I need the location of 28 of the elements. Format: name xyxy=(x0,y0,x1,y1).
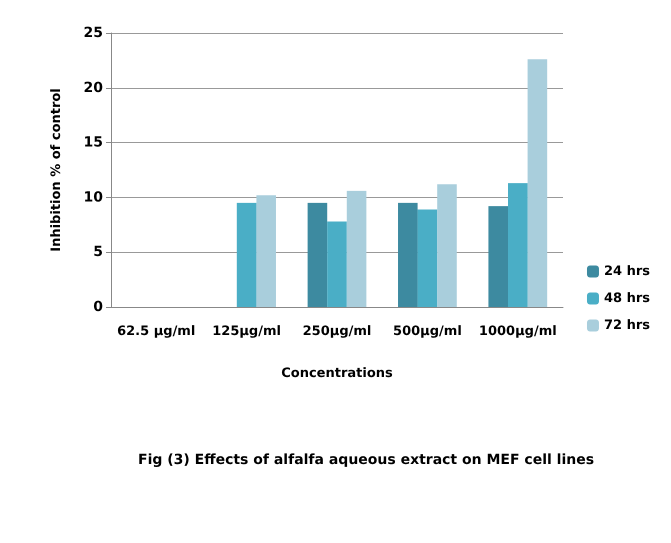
bar xyxy=(398,202,418,307)
y-tick-label: 15 xyxy=(84,134,103,151)
bar xyxy=(418,209,438,307)
x-tick-label: 62.5 µg/ml xyxy=(117,324,196,339)
bar xyxy=(346,190,366,307)
bar xyxy=(236,202,256,307)
bar xyxy=(327,222,347,307)
text: Fig (3) Effects of alfalfa aqueous extract on MEF cell lines xyxy=(138,452,594,468)
y-axis-title: Inhibition % of control xyxy=(49,88,64,252)
bar xyxy=(437,184,457,307)
x-tick-label: 125µg/ml xyxy=(212,324,281,339)
x-tick-label: 500µg/ml xyxy=(393,324,462,339)
legend-label: 48 hrs xyxy=(604,291,650,306)
y-tick-label: 0 xyxy=(93,299,104,315)
y-tick-label: 20 xyxy=(84,80,104,96)
y-tick-label: 5 xyxy=(93,244,103,260)
y-tick-label: 10 xyxy=(84,189,104,206)
x-tick-label: 1000µg/ml xyxy=(478,324,557,339)
bar xyxy=(508,183,528,307)
x-axis-title: Concentrations xyxy=(281,366,394,381)
y-tick-label: 25 xyxy=(84,25,103,41)
legend-label: 72 hrs xyxy=(604,318,650,333)
bar xyxy=(488,206,508,307)
x-tick-label: 250µg/ml xyxy=(302,324,372,339)
bar xyxy=(256,195,276,307)
bar xyxy=(528,59,548,307)
legend-label: 24 hrs xyxy=(604,264,650,279)
bar xyxy=(308,202,328,307)
